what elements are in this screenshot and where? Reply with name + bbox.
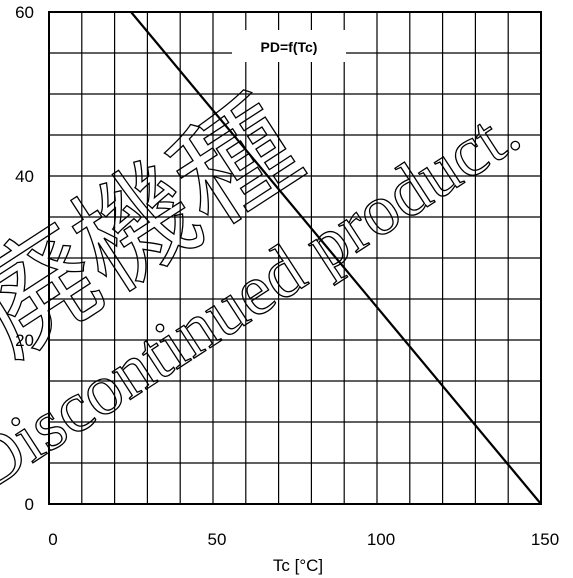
y-tick-labels: 0 20 40 60 <box>15 3 34 514</box>
series-layer <box>130 11 542 505</box>
y-tick-label: 60 <box>15 3 34 22</box>
x-axis-label: Tc [°C] <box>273 556 323 575</box>
y-tick-label: 40 <box>15 167 34 186</box>
y-tick-label: 20 <box>15 331 34 350</box>
x-tick-labels: 0 50 100 150 <box>48 530 559 549</box>
formula-text: PD=f(Tc) <box>261 39 318 55</box>
y-tick-label: 0 <box>25 495 34 514</box>
watermark: 廃機種 Discontinued product. <box>0 76 534 506</box>
x-tick-label: 150 <box>531 530 559 549</box>
x-tick-label: 0 <box>48 530 57 549</box>
x-tick-label: 100 <box>367 530 395 549</box>
plot-frame <box>48 11 542 505</box>
series-line <box>130 11 542 505</box>
formula-label: PD=f(Tc) <box>232 30 346 62</box>
x-tick-label: 50 <box>208 530 227 549</box>
